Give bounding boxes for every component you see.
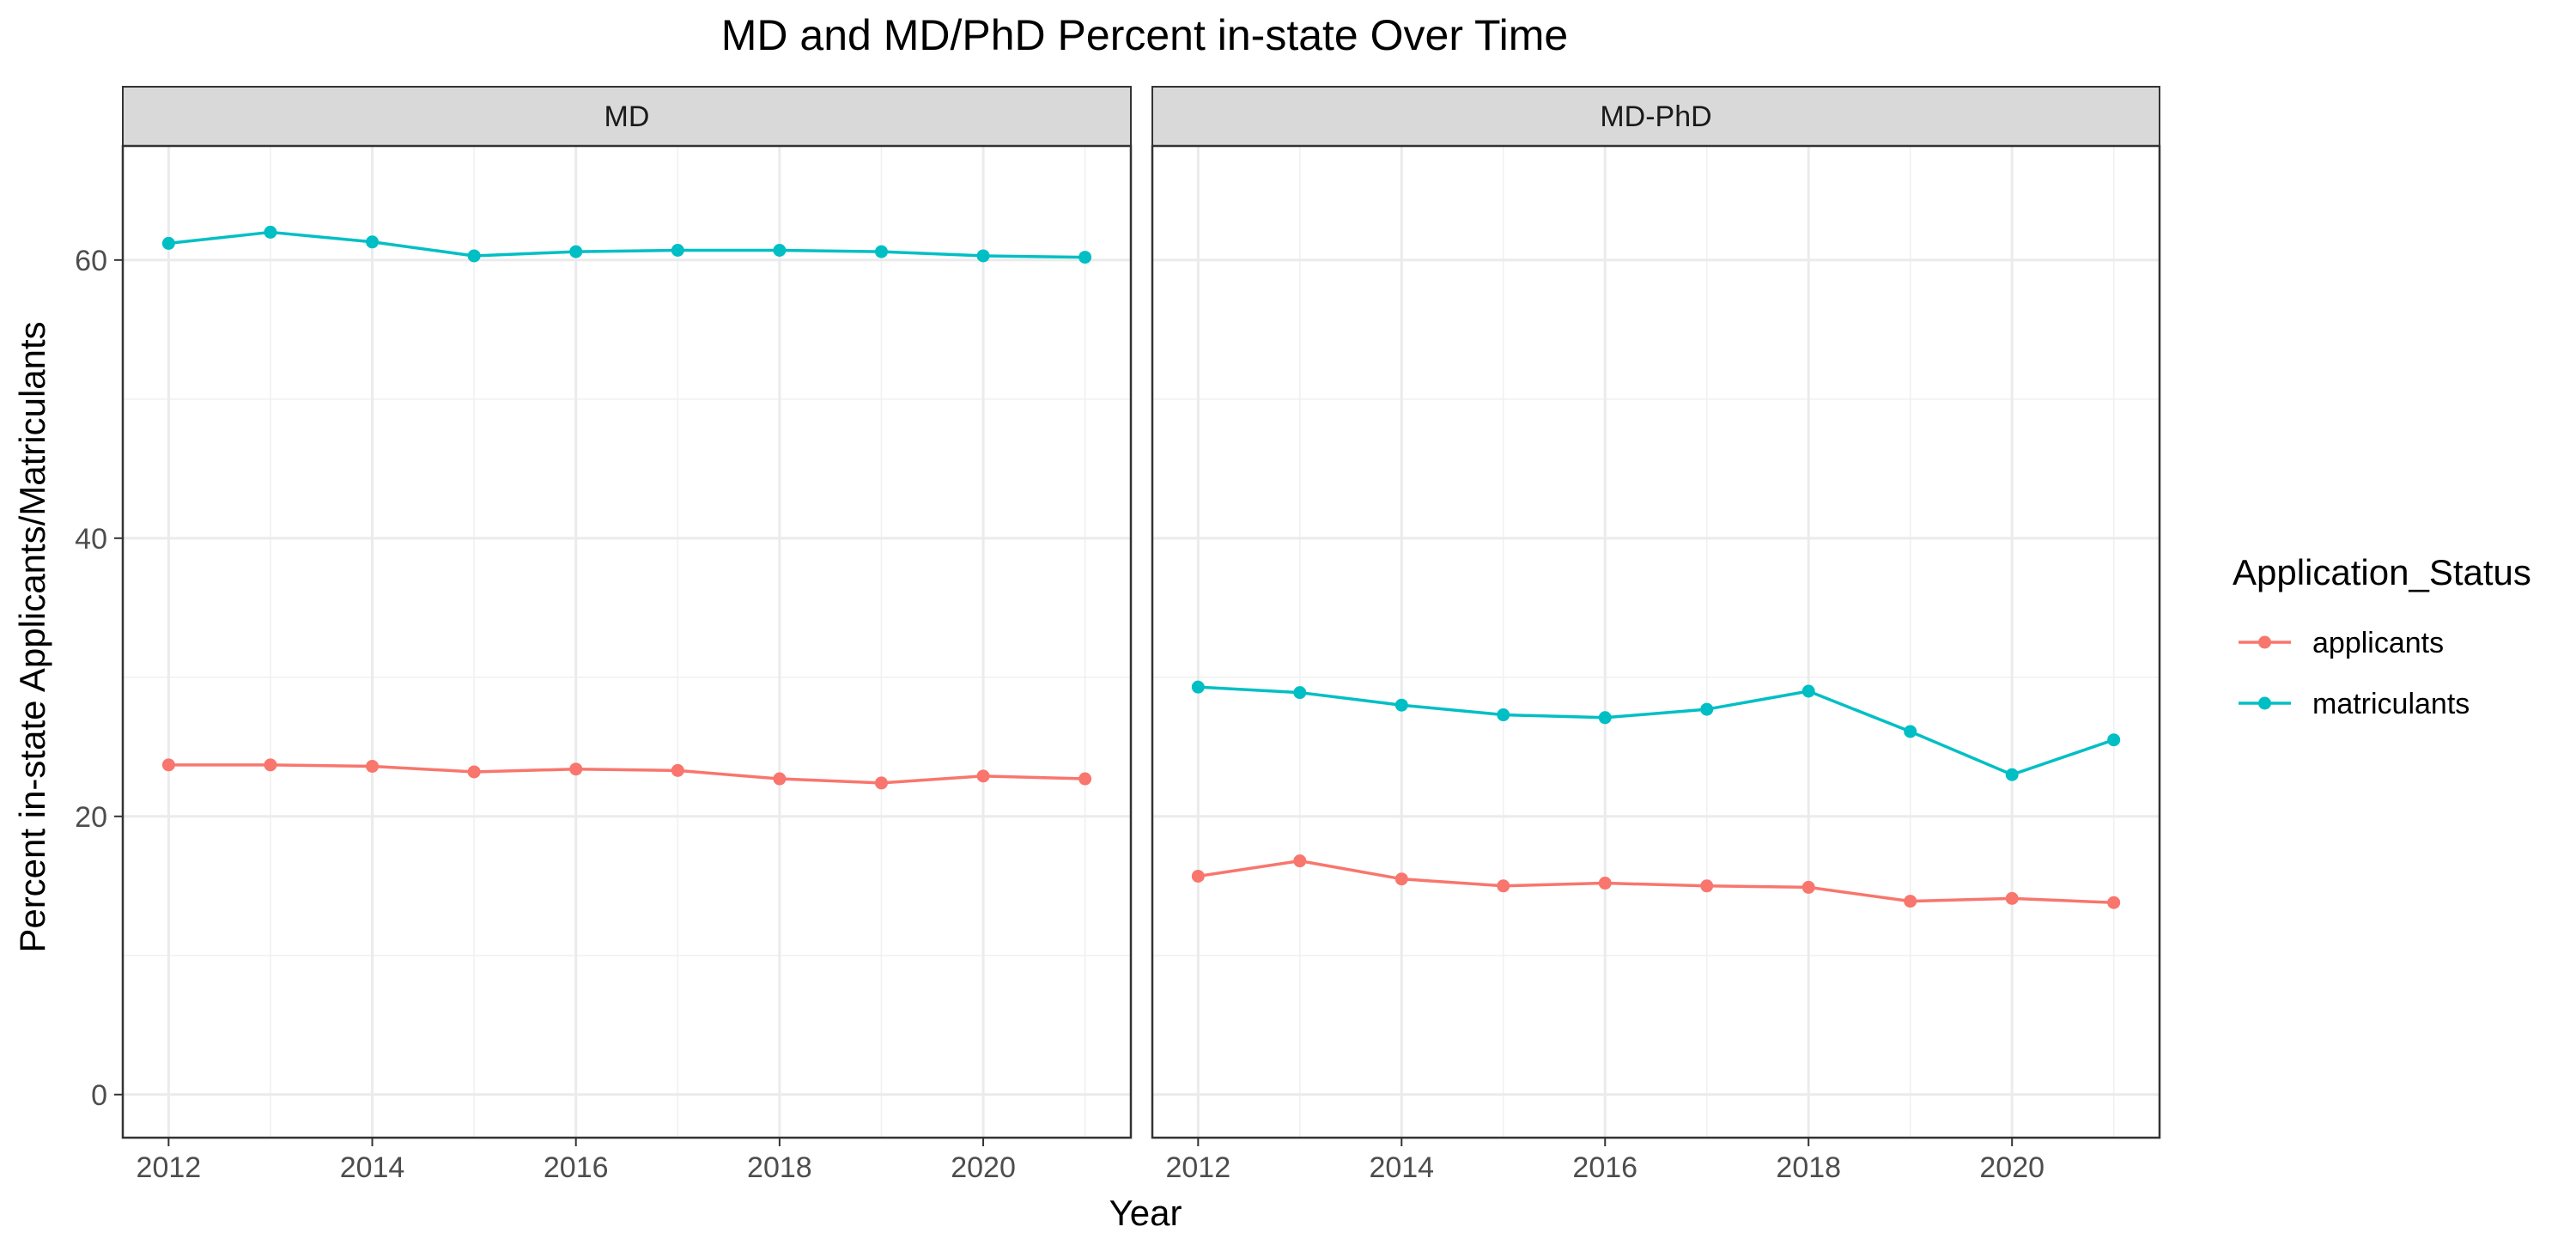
data-point-matriculants (1801, 684, 1815, 698)
data-point-matriculants (671, 243, 684, 257)
facet-strip (122, 86, 1132, 147)
panel-background (1152, 146, 2160, 1138)
x-tick-label: 2018 (1776, 1151, 1841, 1184)
x-tick-label: 2020 (951, 1151, 1016, 1184)
y-tick-label: 20 (75, 801, 107, 834)
data-point-applicants (366, 759, 380, 773)
panel-background (123, 146, 1131, 1138)
x-tick-label: 2018 (747, 1151, 812, 1184)
data-point-applicants (1904, 895, 1917, 908)
panel-border (121, 144, 1133, 1139)
legend-label: matriculants (2312, 688, 2470, 720)
data-point-applicants (2107, 896, 2121, 909)
data-point-matriculants (1904, 725, 1917, 738)
data-point-matriculants (2107, 733, 2121, 747)
data-point-applicants (264, 758, 277, 772)
x-tick-label: 2012 (137, 1151, 202, 1184)
data-point-matriculants (161, 236, 175, 250)
legend-title: Application_Status (2233, 552, 2531, 592)
x-tick-label: 2016 (544, 1151, 609, 1184)
data-point-matriculants (264, 225, 277, 239)
y-tick-label: 60 (75, 245, 107, 277)
legend-item-matriculants: matriculants (2239, 688, 2470, 720)
facet-strip-label: MD-PhD (1600, 100, 1711, 133)
data-point-applicants (1598, 877, 1612, 890)
data-point-matriculants (874, 245, 888, 258)
data-point-applicants (671, 763, 684, 777)
x-tick-label: 2012 (1165, 1151, 1230, 1184)
data-point-applicants (2005, 891, 2019, 905)
legend-key-point (2258, 635, 2271, 649)
data-point-matriculants (1598, 711, 1612, 725)
data-point-matriculants (2005, 768, 2019, 781)
facet-panel: MD 2012 2014 2016 2018 2020 0 20 40 60 (75, 86, 1133, 1184)
data-point-applicants (1191, 869, 1205, 883)
x-tick-label: 2014 (340, 1151, 405, 1184)
series-line-matriculants (1198, 685, 2115, 776)
data-point-applicants (976, 769, 990, 783)
x-tick-label: 2020 (1979, 1151, 2044, 1184)
facet-panels: MD 2012 2014 2016 2018 2020 0 20 40 60 MD-PhD 2012 2… (75, 86, 2161, 1184)
facet-strip-label: MD (605, 100, 650, 133)
data-point-applicants (161, 758, 175, 772)
facet-panel: MD-PhD 2012 2014 2016 2018 2020 (1151, 86, 2161, 1184)
data-point-matriculants (467, 249, 481, 263)
data-point-applicants (1394, 872, 1408, 886)
data-point-applicants (1497, 879, 1510, 893)
x-axis-title: Year (1109, 1193, 1182, 1233)
chart-title: MD and MD/PhD Percent in-state Over Time (721, 11, 1568, 59)
series-line-applicants (1198, 859, 2114, 904)
data-point-matriculants (773, 243, 787, 257)
legend: Application_Status applicants matriculants (2233, 552, 2531, 720)
legend-label: applicants (2312, 627, 2444, 659)
data-point-matriculants (976, 249, 990, 263)
data-point-applicants (874, 776, 888, 790)
data-point-applicants (1078, 772, 1092, 786)
y-tick-label: 0 (91, 1079, 107, 1112)
data-point-applicants (1801, 880, 1815, 894)
data-point-applicants (467, 765, 481, 779)
legend-key-point (2258, 696, 2271, 710)
series-line-matriculants (168, 230, 1085, 259)
data-point-applicants (1293, 854, 1307, 868)
data-point-matriculants (366, 235, 380, 249)
data-point-applicants (569, 762, 583, 776)
data-point-matriculants (569, 245, 583, 258)
x-tick-label: 2014 (1369, 1151, 1434, 1184)
data-point-matriculants (1497, 708, 1510, 722)
panel-border (1151, 144, 2161, 1139)
data-point-matriculants (1394, 698, 1408, 712)
legend-item-applicants: applicants (2239, 627, 2444, 659)
data-point-matriculants (1078, 251, 1092, 264)
y-tick-label: 40 (75, 523, 107, 556)
data-point-matriculants (1293, 686, 1307, 700)
data-point-matriculants (1700, 702, 1714, 716)
data-point-applicants (773, 772, 787, 786)
x-tick-label: 2016 (1572, 1151, 1637, 1184)
data-point-applicants (1700, 879, 1714, 893)
series-line-applicants (168, 763, 1085, 785)
y-axis-title: Percent in-state Applicants/Matriculants (12, 321, 52, 952)
data-point-matriculants (1191, 680, 1205, 694)
